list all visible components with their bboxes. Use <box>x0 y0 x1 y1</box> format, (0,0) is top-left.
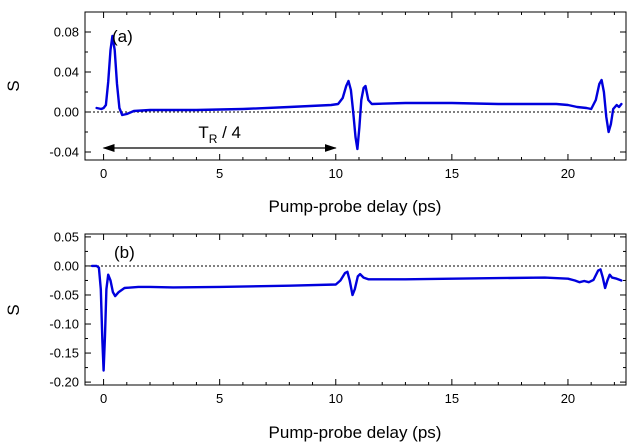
x-tick-label: 20 <box>561 166 575 181</box>
x-tick-label: 5 <box>216 391 223 406</box>
x-tick-label: 0 <box>100 166 107 181</box>
y-tick-label: -0.05 <box>49 287 79 302</box>
tick-marks-b <box>85 234 626 385</box>
period-annotation: TR / 4 <box>102 123 337 152</box>
y-tick-label: 0.00 <box>54 105 79 120</box>
y-tick-label: 0.00 <box>54 258 79 273</box>
y-tick-labels-b: -0.20 -0.15 -0.10 -0.05 0.00 0.05 <box>49 229 79 389</box>
x-axis-title-b: Pump-probe delay (ps) <box>269 423 442 442</box>
y-tick-label: 0.05 <box>54 229 79 244</box>
y-axis-title-b: S <box>4 304 23 315</box>
tick-marks-a <box>85 11 626 160</box>
panel-b: -0.20 -0.15 -0.10 -0.05 0.00 0.05 0 5 10 15 20 (b… <box>4 229 627 442</box>
y-tick-label: -0.15 <box>49 346 79 361</box>
panel-label-b: (b) <box>114 243 135 262</box>
x-tick-labels-a: 0 5 10 15 20 <box>100 166 575 181</box>
x-tick-label: 15 <box>445 391 459 406</box>
period-label: TR / 4 <box>198 123 241 146</box>
panel-label-a: (a) <box>112 27 133 46</box>
y-tick-label: 0.04 <box>54 65 79 80</box>
period-label-suffix: / 4 <box>217 123 241 142</box>
series-line-b <box>90 264 623 372</box>
x-tick-label: 15 <box>445 166 459 181</box>
x-tick-label: 10 <box>329 166 343 181</box>
y-axis-title-a: S <box>4 80 23 91</box>
y-tick-labels-a: -0.04 0.00 0.04 0.08 <box>49 25 79 160</box>
panel-a: -0.04 0.00 0.04 0.08 0 5 10 15 20 (a) S Pump-pr… <box>4 11 627 216</box>
y-tick-label: -0.10 <box>49 317 79 332</box>
y-tick-label: -0.04 <box>49 145 79 160</box>
series-line-a <box>95 34 623 151</box>
x-tick-labels-b: 0 5 10 15 20 <box>100 391 575 406</box>
period-label-subscript: R <box>209 132 218 146</box>
plot-frame-a <box>84 11 627 161</box>
x-tick-label: 10 <box>329 391 343 406</box>
period-label-main: T <box>198 123 208 142</box>
x-tick-label: 20 <box>561 391 575 406</box>
x-tick-label: 5 <box>216 166 223 181</box>
plot-frame-b <box>84 233 627 386</box>
x-axis-title-a: Pump-probe delay (ps) <box>269 197 442 216</box>
x-tick-label: 0 <box>100 391 107 406</box>
y-tick-label: 0.08 <box>54 25 79 40</box>
y-tick-label: -0.20 <box>49 375 79 390</box>
